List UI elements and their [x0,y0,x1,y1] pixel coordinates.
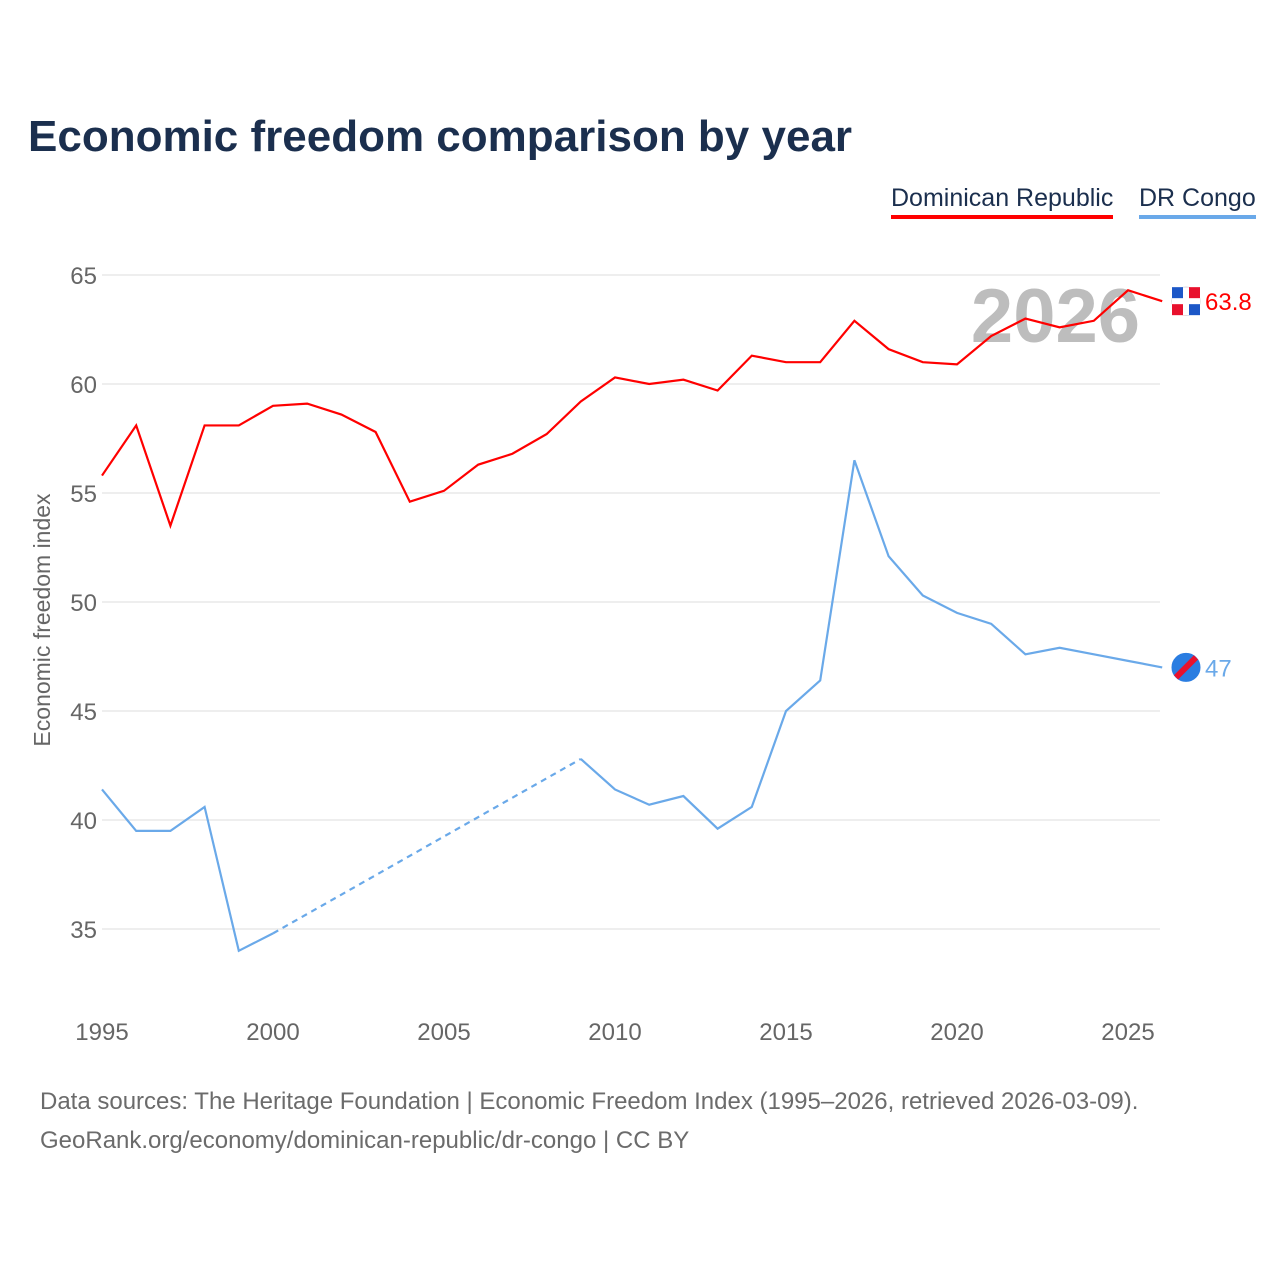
footer-sources: Data sources: The Heritage Foundation | … [40,1088,1139,1115]
flag-part [1186,287,1200,302]
footer-credit: GeoRank.org/economy/dominican-republic/d… [40,1127,690,1154]
y-tick-label: 45 [70,699,97,726]
year-label: 2026 [971,274,1140,359]
flag-part [1172,301,1186,316]
series-line-0 [101,289,1163,530]
flag-part [1172,298,1200,305]
series-line-1 [101,788,274,953]
legend-dr-congo[interactable]: DR Congo [1139,184,1256,219]
legend-dominican-republic[interactable]: Dominican Republic [891,184,1114,219]
x-tick-label: 2000 [246,1019,299,1046]
end-value-label: 47 [1205,655,1232,682]
y-tick-label: 65 [70,263,97,290]
x-tick-label: 2005 [417,1019,470,1046]
flag-part [1173,655,1199,680]
series-gap-1 [272,758,582,935]
y-tick-label: 40 [70,808,97,835]
x-tick-label: 1995 [75,1019,128,1046]
x-tick-label: 2025 [1101,1019,1154,1046]
y-tick-label: 35 [70,917,97,944]
flag-part [1186,301,1200,316]
end-value-label: 63.8 [1205,289,1252,316]
x-tick-label: 2015 [759,1019,812,1046]
x-tick-label: 2020 [930,1019,983,1046]
series-line-1 [580,459,1163,831]
flag-part [1172,287,1186,302]
y-tick-label: 60 [70,372,97,399]
chart-title: Economic freedom comparison by year [28,112,853,161]
y-axis-label: Economic freedom index [29,493,55,747]
x-tick-label: 2010 [588,1019,641,1046]
y-tick-label: 55 [70,481,97,508]
y-tick-label: 50 [70,590,97,617]
